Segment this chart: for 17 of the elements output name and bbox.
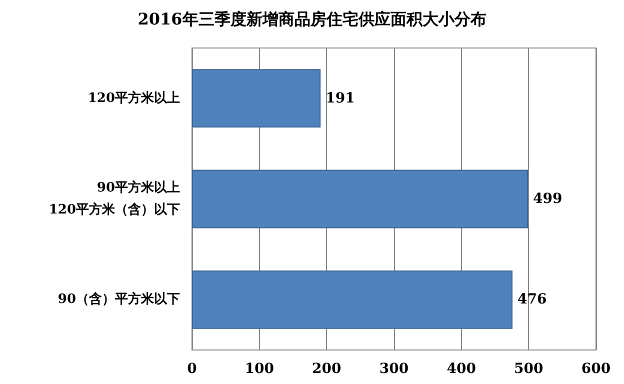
y-tick-label: 90平方米以上 120平方米（含）以下 bbox=[48, 180, 180, 218]
bar bbox=[192, 170, 528, 228]
data-label: 476 bbox=[518, 292, 547, 308]
x-tick-label: 600 bbox=[581, 361, 611, 377]
y-tick-label: 90（含）平方米以下 bbox=[58, 291, 180, 308]
data-label: 191 bbox=[326, 90, 355, 106]
x-tick-label: 200 bbox=[312, 361, 342, 377]
bar bbox=[192, 270, 513, 329]
x-tick-label: 400 bbox=[446, 361, 476, 377]
data-label: 499 bbox=[532, 191, 562, 207]
bar bbox=[192, 69, 321, 128]
x-tick-label: 0 bbox=[187, 361, 198, 377]
y-tick-label: 120平方米以上 bbox=[88, 90, 180, 106]
x-tick-label: 100 bbox=[244, 361, 274, 377]
x-tick-label: 500 bbox=[514, 361, 544, 377]
x-tick-label: 300 bbox=[379, 361, 409, 377]
chart-title: 2016年三季度新增商品房住宅供应面积大小分布 bbox=[138, 10, 486, 28]
